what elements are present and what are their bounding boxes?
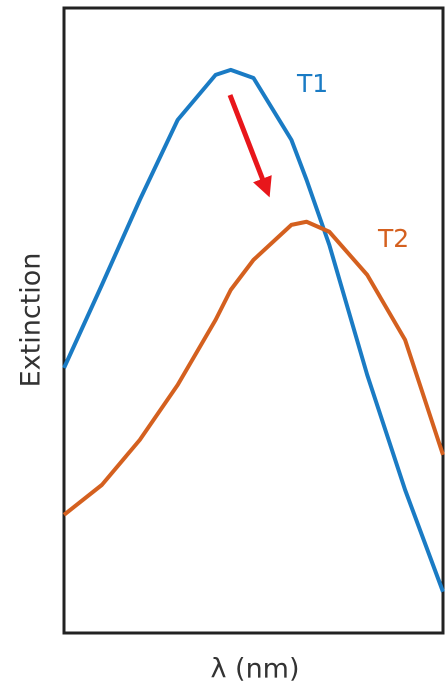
plot-frame bbox=[62, 6, 445, 635]
series-label: T1 bbox=[296, 69, 328, 98]
series-line bbox=[62, 67, 445, 593]
series-line bbox=[62, 219, 445, 517]
y-axis-label: Extinction bbox=[16, 253, 47, 388]
x-axis-label: λ (nm) bbox=[210, 654, 299, 685]
shift-arrow bbox=[227, 94, 272, 198]
series-label: T2 bbox=[377, 224, 409, 253]
